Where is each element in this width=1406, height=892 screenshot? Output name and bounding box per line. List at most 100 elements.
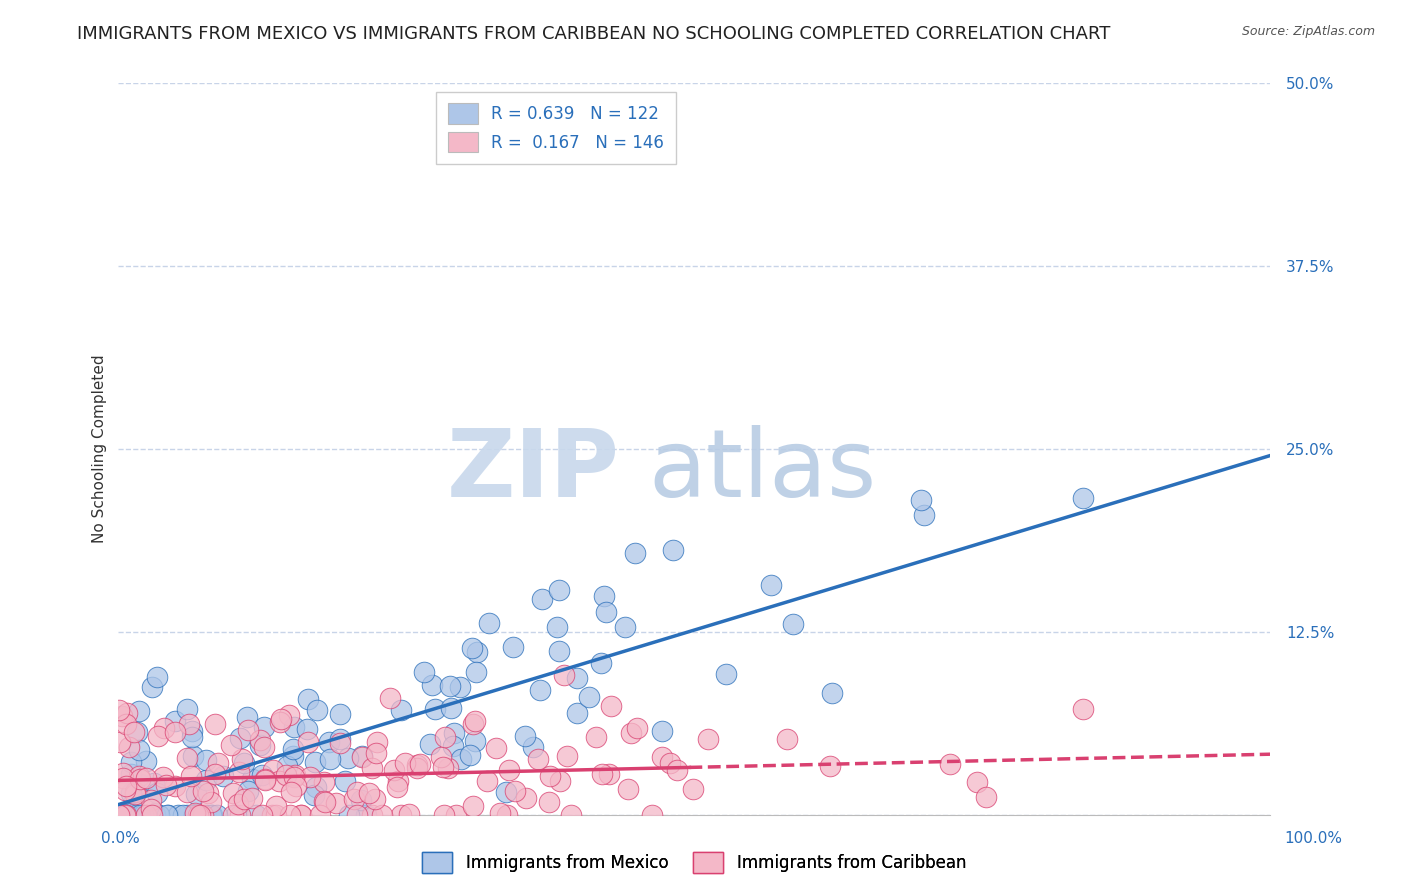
Point <box>204 767 226 781</box>
Point <box>430 749 453 764</box>
Point <box>190 807 212 822</box>
Point <box>128 772 150 786</box>
Point <box>818 759 841 773</box>
Point <box>475 773 498 788</box>
Point <box>141 807 163 822</box>
Point <box>115 717 138 731</box>
Point <box>714 667 737 681</box>
Point <box>128 742 150 756</box>
Point <box>200 807 222 822</box>
Point <box>110 807 132 822</box>
Point <box>697 732 720 747</box>
Point <box>432 760 454 774</box>
Point <box>124 785 146 799</box>
Point <box>651 749 673 764</box>
Point <box>371 807 394 822</box>
Point <box>283 742 305 756</box>
Point <box>156 807 179 822</box>
Point <box>333 774 356 789</box>
Point <box>295 722 318 736</box>
Point <box>124 787 146 801</box>
Point <box>233 756 256 771</box>
Point <box>560 807 582 822</box>
Point <box>111 765 134 780</box>
Point <box>120 786 142 800</box>
Point <box>312 774 335 789</box>
Point <box>228 765 250 780</box>
Point <box>152 770 174 784</box>
Point <box>262 763 284 777</box>
Point <box>478 615 501 630</box>
Point <box>290 807 312 822</box>
Point <box>441 739 464 754</box>
Point <box>464 714 486 729</box>
Text: IMMIGRANTS FROM MEXICO VS IMMIGRANTS FROM CARIBBEAN NO SCHOOLING COMPLETED CORRE: IMMIGRANTS FROM MEXICO VS IMMIGRANTS FRO… <box>77 25 1111 43</box>
Point <box>463 717 485 731</box>
Point <box>111 771 134 785</box>
Point <box>337 751 360 765</box>
Point <box>120 755 142 769</box>
Point <box>143 807 166 822</box>
Point <box>107 807 129 822</box>
Point <box>172 807 194 822</box>
Point <box>115 807 138 822</box>
Point <box>449 680 471 694</box>
Point <box>641 807 664 822</box>
Point <box>413 665 436 679</box>
Point <box>912 508 935 523</box>
Point <box>245 807 267 822</box>
Point <box>193 784 215 798</box>
Point <box>155 779 177 793</box>
Point <box>278 807 301 822</box>
Point <box>184 787 207 801</box>
Point <box>1073 491 1095 505</box>
Point <box>966 774 988 789</box>
Point <box>567 671 589 685</box>
Point <box>318 735 340 749</box>
Point <box>124 725 146 739</box>
Point <box>620 726 643 740</box>
Point <box>329 707 352 722</box>
Point <box>183 807 205 822</box>
Point <box>309 807 332 822</box>
Point <box>156 807 179 822</box>
Text: Source: ZipAtlas.com: Source: ZipAtlas.com <box>1241 25 1375 38</box>
Point <box>281 748 304 763</box>
Point <box>148 807 170 822</box>
Point <box>176 785 198 799</box>
Point <box>617 782 640 797</box>
Point <box>433 730 456 744</box>
Point <box>269 774 291 789</box>
Point <box>107 807 129 822</box>
Point <box>591 767 613 781</box>
Point <box>194 753 217 767</box>
Point <box>364 791 387 805</box>
Point <box>129 777 152 791</box>
Point <box>153 722 176 736</box>
Point <box>250 767 273 781</box>
Point <box>176 701 198 715</box>
Point <box>319 751 342 765</box>
Point <box>325 797 347 811</box>
Point <box>613 620 636 634</box>
Point <box>212 769 235 783</box>
Point <box>578 690 600 704</box>
Point <box>118 740 141 755</box>
Point <box>595 605 617 619</box>
Point <box>236 710 259 724</box>
Point <box>394 756 416 770</box>
Point <box>312 795 335 809</box>
Point <box>180 724 202 739</box>
Point <box>443 726 465 740</box>
Point <box>240 790 263 805</box>
Point <box>350 793 373 807</box>
Point <box>221 807 243 822</box>
Point <box>527 752 550 766</box>
Point <box>682 782 704 797</box>
Point <box>277 707 299 722</box>
Point <box>249 733 271 747</box>
Point <box>143 776 166 790</box>
Point <box>585 730 607 744</box>
Point <box>357 786 380 800</box>
Point <box>125 807 148 822</box>
